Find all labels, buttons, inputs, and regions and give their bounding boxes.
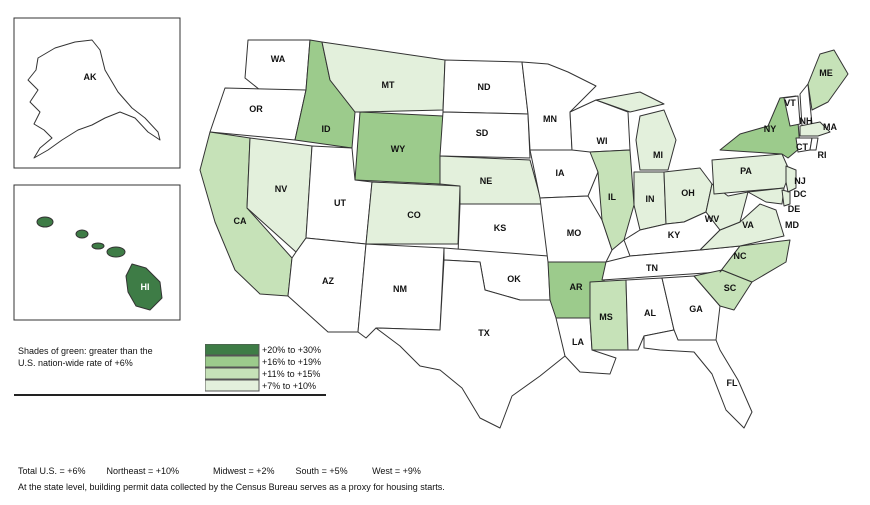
legend-swatch-4 [205,379,260,392]
state-MD [747,187,785,205]
northeast-rate: Northeast = +10% [106,466,180,476]
label-WY: WY [391,144,406,154]
label-MA: MA [823,122,837,132]
state-FL [643,329,753,429]
label-MT: MT [382,80,395,90]
label-NE: NE [480,176,493,186]
label-SD: SD [476,128,489,138]
state-MA [799,121,831,137]
label-CT: CT [796,142,808,152]
label-NM: NM [393,284,407,294]
state-ME [807,49,849,111]
label-AR: AR [570,282,583,292]
label-NH: NH [800,116,813,126]
label-DC: DC [794,189,807,199]
state-DE [781,189,791,207]
legend-title-line-1: Shades of green: greater than the [18,346,153,356]
label-WI: WI [597,136,608,146]
midwest-rate: Midwest = +2% [213,466,275,476]
label-VA: VA [742,220,754,230]
state-RI [809,137,819,151]
label-WA: WA [271,54,286,64]
label-MI: MI [653,150,663,160]
state-IL [589,149,635,251]
label-ND: ND [478,82,491,92]
label-UT: UT [334,198,346,208]
label-MO: MO [567,228,582,238]
state-VT [783,95,801,127]
state-HI [36,216,163,311]
legend-title-line-2: U.S. nation-wide rate of +6% [18,358,133,368]
label-WV: WV [705,214,720,224]
label-KY: KY [668,230,681,240]
label-IA: IA [556,168,566,178]
label-OH: OH [681,188,695,198]
label-IL: IL [608,192,617,202]
label-IN: IN [646,194,655,204]
legend-swatch-2 [205,355,260,368]
label-HI: HI [141,282,150,292]
label-NY: NY [764,124,777,134]
label-GA: GA [689,304,703,314]
legend-label-3: +11% to +15% [262,369,321,379]
label-ME: ME [819,68,833,78]
label-ID: ID [322,124,332,134]
legend-swatch-3 [205,367,260,380]
label-AL: AL [644,308,656,318]
label-MD: MD [785,220,799,230]
state-OR [209,87,307,141]
west-rate: West = +9% [372,466,421,476]
label-KS: KS [494,223,507,233]
legend-label-2: +16% to +19% [262,357,322,367]
label-RI: RI [818,150,827,160]
label-AK: AK [84,72,97,82]
legend-title: Shades of green: greater than the U.S. n… [18,345,188,369]
state-TX [375,259,566,429]
footnote: At the state level, building permit data… [18,482,445,492]
legend-swatches [205,344,260,392]
total-us-rate: Total U.S. = +6% [18,466,86,476]
legend-label-4: +7% to +10% [262,381,317,391]
label-MS: MS [599,312,613,322]
label-SC: SC [724,283,737,293]
state-AK [27,39,161,159]
legend-label-1: +20% to +30% [262,345,322,355]
label-FL: FL [727,378,738,388]
label-PA: PA [740,166,752,176]
state-MI [595,91,677,171]
label-NC: NC [734,251,747,261]
region-summary: Total U.S. = +6% Northeast = +10% Midwes… [18,466,421,476]
legend-swatch-1 [205,344,260,356]
state-SD [439,111,531,159]
label-LA: LA [572,337,584,347]
us-state-map: AK HI WA OR CA NV ID MT WY UT AZ CO NM N… [13,17,849,429]
legend-divider [14,394,326,396]
state-NJ [785,165,797,193]
label-CA: CA [234,216,247,226]
label-TN: TN [646,263,658,273]
label-DE: DE [788,204,801,214]
label-OK: OK [507,274,521,284]
label-MN: MN [543,114,557,124]
label-CO: CO [407,210,421,220]
label-NJ: NJ [794,176,806,186]
state-SC [693,269,753,311]
south-rate: South = +5% [295,466,348,476]
label-OR: OR [249,104,263,114]
state-WA [244,39,311,91]
label-VT: VT [784,98,796,108]
label-AZ: AZ [322,276,334,286]
label-TX: TX [478,328,490,338]
label-NV: NV [275,184,288,194]
